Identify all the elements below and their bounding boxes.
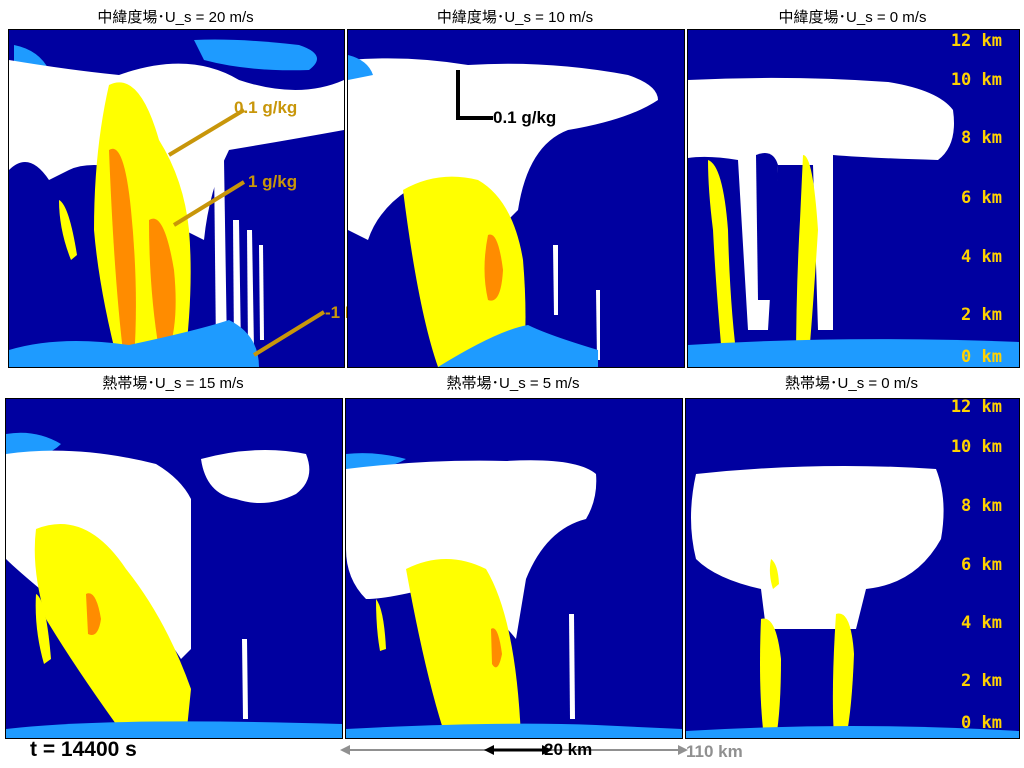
cloud-column bbox=[596, 290, 600, 360]
panel-midlat-us10 bbox=[347, 29, 685, 368]
upper-moist-layer bbox=[346, 453, 406, 471]
altitude-label: 0 km bbox=[961, 713, 1002, 733]
altitude-label: 12 km bbox=[950, 397, 1002, 417]
rain-0.1-region bbox=[708, 160, 738, 367]
cloud-anvil bbox=[691, 465, 944, 629]
cloud-column bbox=[553, 245, 558, 315]
altitude-label: 10 km bbox=[950, 70, 1002, 90]
cold-pool bbox=[686, 726, 1019, 738]
cloud-column bbox=[259, 245, 264, 340]
leader-line bbox=[456, 70, 493, 120]
rain-0.1-region bbox=[35, 594, 51, 664]
rain-1-region bbox=[491, 628, 502, 668]
upper-moist-layer bbox=[348, 55, 373, 80]
arrow-right-icon bbox=[542, 745, 552, 755]
altitude-label: 4 km bbox=[961, 613, 1002, 633]
cloud-column bbox=[569, 614, 575, 719]
altitude-label: 8 km bbox=[961, 496, 1002, 516]
scale-label-long: 110 km bbox=[686, 742, 743, 761]
cold-pool bbox=[438, 325, 598, 367]
rain-1-region bbox=[86, 593, 101, 635]
panel-title-trop-5: 熱帯場･U_s = 5 m/s bbox=[446, 375, 580, 392]
cloud-column bbox=[214, 160, 227, 350]
leader-line bbox=[167, 108, 246, 157]
cloud-anvil bbox=[348, 58, 658, 240]
panel-title-trop-0: 熱帯場･U_s = 0 m/s bbox=[785, 375, 918, 392]
scale-bars bbox=[340, 745, 688, 755]
rain-0.1-region bbox=[406, 559, 521, 738]
annotation-qr-0.1: 0.1 g/kg bbox=[234, 98, 298, 117]
altitude-label: 8 km bbox=[961, 128, 1002, 148]
altitude-label: 10 km bbox=[950, 437, 1002, 457]
scale-label-short: 20 km bbox=[544, 740, 593, 759]
panel-trop-us15-plot bbox=[6, 399, 342, 738]
panel-midlat-us0-plot bbox=[688, 30, 1019, 367]
panel-trop-us5 bbox=[345, 398, 683, 739]
rain-0.1-region bbox=[403, 176, 526, 367]
arrow-right-icon bbox=[678, 745, 688, 755]
cold-pool bbox=[688, 339, 1019, 367]
panel-title-trop-15: 熱帯場･U_s = 15 m/s bbox=[102, 375, 244, 392]
time-label: t = 14400 s bbox=[30, 738, 137, 761]
cloud-column bbox=[242, 639, 248, 719]
panel-trop-us0-plot bbox=[686, 399, 1019, 738]
leader-line bbox=[172, 180, 246, 227]
rain-1-region bbox=[149, 218, 176, 350]
rain-0.1-region bbox=[59, 200, 77, 260]
panel-midlat-us20-plot bbox=[9, 30, 344, 367]
rain-0.1-region bbox=[376, 599, 386, 651]
panel-midlat-us0 bbox=[687, 29, 1020, 368]
cloud-gap bbox=[756, 152, 778, 300]
cloud-anvil bbox=[201, 450, 310, 503]
rain-1-region bbox=[109, 148, 136, 360]
cloud-anvil bbox=[346, 460, 597, 639]
cold-pool bbox=[6, 721, 342, 738]
cold-pool bbox=[346, 723, 682, 738]
cloud-column bbox=[247, 230, 254, 350]
panel-title-midlat-20: 中緯度場･U_s = 20 m/s bbox=[97, 9, 254, 26]
panel-trop-us5-plot bbox=[346, 399, 682, 738]
annotation-cloud-black: 0.1 g/kg bbox=[493, 108, 557, 127]
leader-line bbox=[252, 310, 326, 357]
panel-title-midlat-0: 中緯度場･U_s = 0 m/s bbox=[778, 9, 927, 26]
rain-1-region bbox=[484, 234, 503, 301]
cloud-anvil bbox=[688, 77, 954, 330]
rain-0.1-region bbox=[34, 524, 191, 738]
altitude-label: 12 km bbox=[950, 31, 1002, 51]
altitude-label: 2 km bbox=[961, 305, 1002, 325]
panel-title-midlat-10: 中緯度場･U_s = 10 m/s bbox=[436, 9, 594, 26]
rain-0.1-region bbox=[769, 559, 779, 589]
altitude-label: 2 km bbox=[961, 671, 1002, 691]
rain-0.1-region bbox=[832, 613, 854, 738]
altitude-label: 6 km bbox=[961, 188, 1002, 208]
altitude-label: 0 km bbox=[961, 347, 1002, 367]
altitude-label: 6 km bbox=[961, 555, 1002, 575]
altitude-label: 4 km bbox=[961, 247, 1002, 267]
panel-trop-us15 bbox=[5, 398, 343, 739]
cloud-column bbox=[233, 220, 241, 350]
arrow-left-icon bbox=[484, 745, 494, 755]
rain-0.1-region bbox=[796, 155, 818, 367]
arrow-left-icon bbox=[340, 745, 350, 755]
upper-moist-layer bbox=[194, 39, 317, 71]
panel-midlat-us10-plot bbox=[348, 30, 684, 367]
panel-midlat-us20 bbox=[8, 29, 345, 368]
cold-pool bbox=[9, 320, 259, 367]
annotation-qr-1: 1 g/kg bbox=[248, 172, 298, 191]
panel-trop-us0 bbox=[685, 398, 1020, 739]
rain-0.1-region bbox=[760, 618, 781, 738]
